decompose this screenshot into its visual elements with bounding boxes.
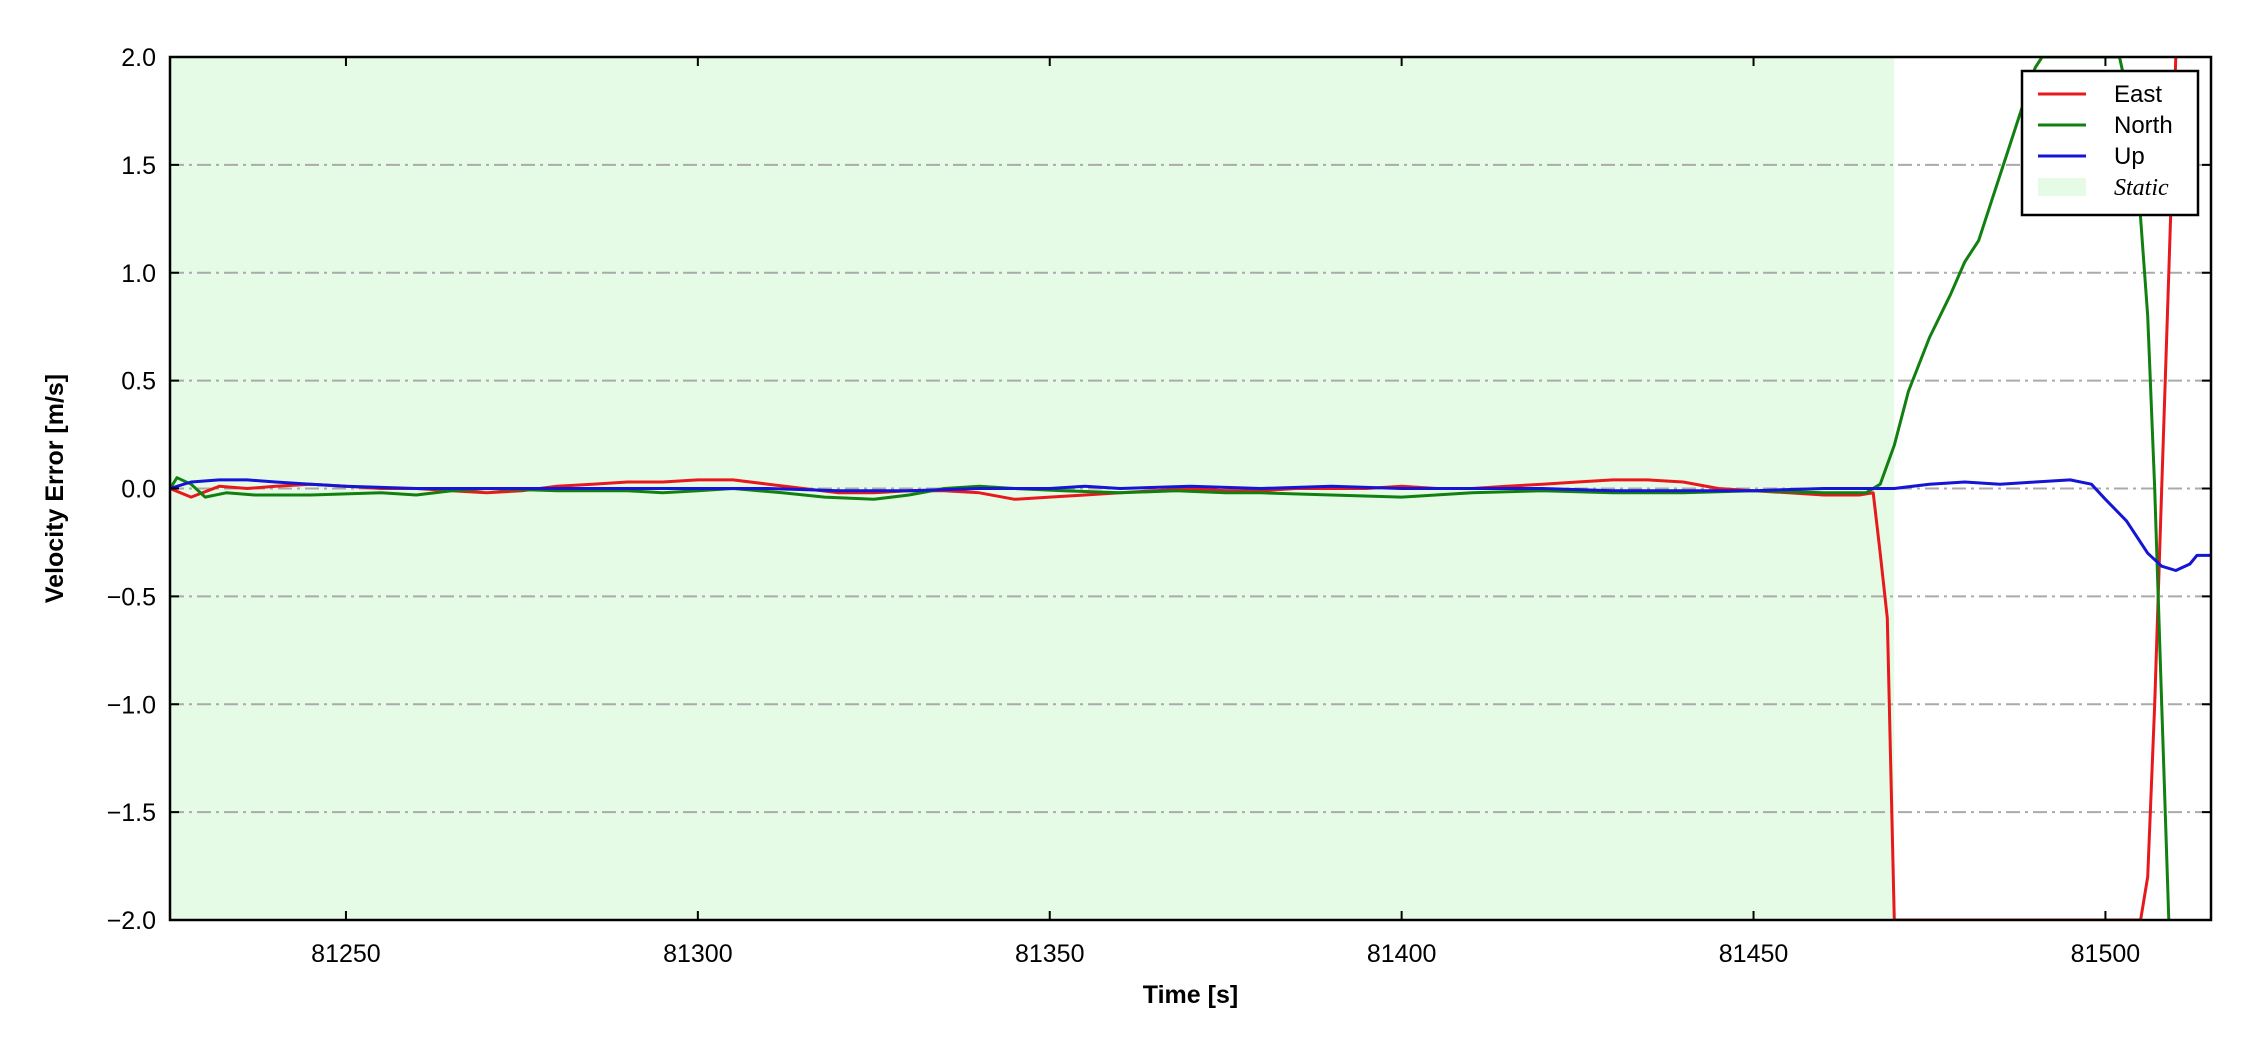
y-axis-title: Velocity Error [m/s] xyxy=(41,374,69,603)
legend-label-east: East xyxy=(2114,81,2162,108)
x-tick-label: 81500 xyxy=(2071,940,2141,968)
y-tick-label: 2.0 xyxy=(121,44,156,72)
legend-label-north: North xyxy=(2114,112,2173,139)
y-tick-label: 1.5 xyxy=(121,152,156,180)
x-tick-label: 81250 xyxy=(311,940,381,968)
y-tick-label: −2.0 xyxy=(107,907,156,935)
y-tick-label: 0.0 xyxy=(121,476,156,504)
x-tick-label: 81400 xyxy=(1367,940,1437,968)
series-lines xyxy=(170,57,2211,920)
x-tick-label: 81450 xyxy=(1719,940,1789,968)
y-tick-label: −0.5 xyxy=(107,583,156,611)
axis-ticks: 81250 81300 81350 81400 81450 81500 −2.0 −1.5 −1… xyxy=(107,44,2211,968)
legend-swatch-static xyxy=(2038,178,2086,196)
series-line-north xyxy=(170,57,2171,920)
y-tick-label: −1.0 xyxy=(107,691,156,719)
series-line-up xyxy=(170,478,2211,572)
x-tick-label: 81300 xyxy=(663,940,733,968)
x-axis-title: Time [s] xyxy=(1143,981,1238,1009)
legend-label-static: Static xyxy=(2114,175,2169,201)
legend-label-up: Up xyxy=(2114,143,2145,170)
legend: East North Up Static xyxy=(2020,69,2200,217)
y-tick-label: 1.0 xyxy=(121,260,156,288)
y-tick-label: −1.5 xyxy=(107,799,156,827)
x-tick-label: 81350 xyxy=(1015,940,1085,968)
y-tick-label: 0.5 xyxy=(121,368,156,396)
